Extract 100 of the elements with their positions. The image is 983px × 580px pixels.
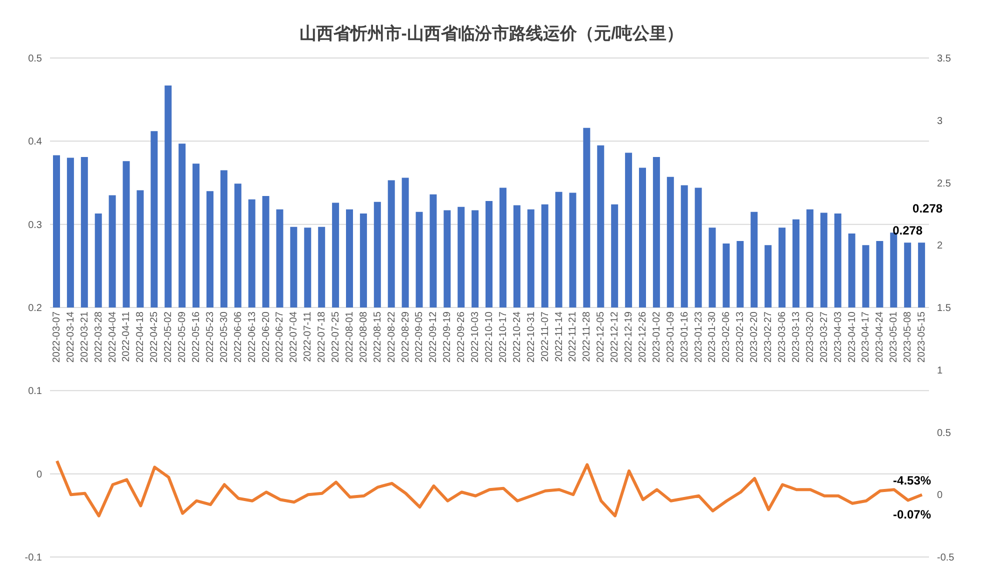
x-tick-label: 2022-06-06 xyxy=(232,311,244,363)
x-tick-label: 2023-01-09 xyxy=(665,311,676,363)
bar xyxy=(346,209,353,308)
x-tick-label: 2022-06-27 xyxy=(274,311,286,363)
bar xyxy=(750,212,758,308)
bar xyxy=(108,195,116,308)
x-tick-label: 2022-03-14 xyxy=(65,311,76,363)
bar xyxy=(486,201,493,308)
x-tick-label: 2023-01-23 xyxy=(693,311,704,363)
x-tick-label: 2022-12-19 xyxy=(624,311,635,363)
bar xyxy=(220,170,228,308)
x-tick-label: 2022-06-20 xyxy=(260,311,272,363)
bar xyxy=(94,214,102,308)
y2-tick-label: 2 xyxy=(937,240,943,252)
x-tick-label: 2023-05-15 xyxy=(916,311,928,363)
x-tick-label: 2022-09-05 xyxy=(414,311,426,363)
bar xyxy=(290,226,298,308)
x-tick-label: 2023-03-20 xyxy=(804,311,816,363)
bar xyxy=(639,168,646,308)
x-tick-label: 2022-05-02 xyxy=(163,311,174,363)
x-tick-label: 2022-10-17 xyxy=(498,311,509,363)
bar xyxy=(374,202,381,308)
x-tick-label: 2022-03-21 xyxy=(79,311,90,363)
x-tick-label: 2023-01-30 xyxy=(707,311,718,363)
bar xyxy=(569,192,576,308)
x-tick-label: 2023-03-06 xyxy=(777,311,788,363)
bar xyxy=(234,184,242,308)
bar xyxy=(820,212,828,308)
bar xyxy=(416,212,423,308)
y-tick-label: 0.2 xyxy=(28,303,42,314)
x-tick-label: 2023-04-10 xyxy=(846,311,858,363)
y2-tick-label: -0.5 xyxy=(937,552,955,564)
x-tick-label: 2022-08-01 xyxy=(344,311,356,363)
bar xyxy=(611,204,618,308)
bar xyxy=(388,180,395,308)
x-tick-label: 2022-09-12 xyxy=(428,311,440,363)
bar xyxy=(66,158,74,308)
bar xyxy=(402,178,409,308)
bar xyxy=(150,131,158,308)
bar xyxy=(736,240,744,308)
bar xyxy=(527,209,534,308)
x-tick-label: 2022-09-26 xyxy=(456,311,468,363)
y-tick-label: -0.1 xyxy=(24,552,42,564)
x-tick-label: 2022-03-28 xyxy=(93,311,104,363)
y-tick-label: 0 xyxy=(36,469,42,480)
bar xyxy=(680,185,688,308)
bar xyxy=(332,202,340,308)
data-label: -0.07% xyxy=(893,508,932,522)
x-tick-label: 2022-08-22 xyxy=(386,311,398,363)
data-label: -4.53% xyxy=(893,473,932,488)
bar xyxy=(652,156,660,308)
y2-tick-label: 0 xyxy=(937,490,943,502)
x-tick-label: 2022-08-15 xyxy=(372,311,384,363)
bar xyxy=(248,199,256,308)
x-tick-label: 2022-12-12 xyxy=(610,311,621,363)
bar xyxy=(708,228,716,308)
x-tick-label: 2023-04-17 xyxy=(860,311,872,363)
bar xyxy=(206,191,214,308)
x-tick-label: 2022-05-09 xyxy=(177,311,188,363)
x-tick-label: 2022-11-21 xyxy=(568,311,579,362)
x-tick-label: 2023-02-06 xyxy=(721,311,732,363)
bar xyxy=(806,209,814,308)
x-tick-label: 2022-03-07 xyxy=(51,311,62,363)
y2-tick-label: 1.5 xyxy=(937,303,952,314)
bar xyxy=(918,242,926,308)
x-tick-label: 2022-05-23 xyxy=(204,311,216,363)
bar xyxy=(694,188,702,308)
x-tick-label: 2022-05-30 xyxy=(218,311,230,363)
x-tick-label: 2022-12-26 xyxy=(637,311,648,363)
x-tick-label: 2022-10-24 xyxy=(512,311,523,363)
bar xyxy=(625,152,632,308)
bar xyxy=(513,205,520,308)
bar xyxy=(458,206,465,308)
y2-tick-label: 3 xyxy=(937,116,943,127)
x-tick-label: 2023-04-24 xyxy=(874,311,886,363)
bar xyxy=(430,194,437,308)
x-tick-label: 2022-07-11 xyxy=(302,311,314,362)
x-tick-label: 2022-07-25 xyxy=(330,311,342,363)
bar xyxy=(304,228,312,308)
bar xyxy=(848,233,856,308)
x-tick-label: 2023-02-20 xyxy=(749,311,760,363)
bar xyxy=(904,242,912,308)
bar xyxy=(834,214,842,308)
x-tick-label: 2023-02-27 xyxy=(763,311,774,363)
x-tick-label: 2023-05-01 xyxy=(888,311,900,363)
y-tick-label: 0.3 xyxy=(28,220,42,231)
bar xyxy=(136,190,144,308)
data-label: 0.278 xyxy=(912,202,943,216)
x-tick-label: 2023-04-03 xyxy=(832,311,844,363)
x-tick-label: 2022-04-04 xyxy=(107,311,118,363)
x-tick-label: 2022-04-11 xyxy=(121,311,132,362)
bar xyxy=(122,161,130,308)
x-tick-label: 2022-09-19 xyxy=(442,311,454,363)
x-tick-label: 2022-10-10 xyxy=(484,311,495,363)
x-tick-label: 2022-04-18 xyxy=(135,311,146,363)
bar xyxy=(472,210,479,308)
x-tick-label: 2022-06-13 xyxy=(246,311,258,363)
x-tick-label: 2022-05-16 xyxy=(191,311,202,363)
y2-tick-label: 2.5 xyxy=(937,178,952,190)
bar xyxy=(778,228,786,308)
